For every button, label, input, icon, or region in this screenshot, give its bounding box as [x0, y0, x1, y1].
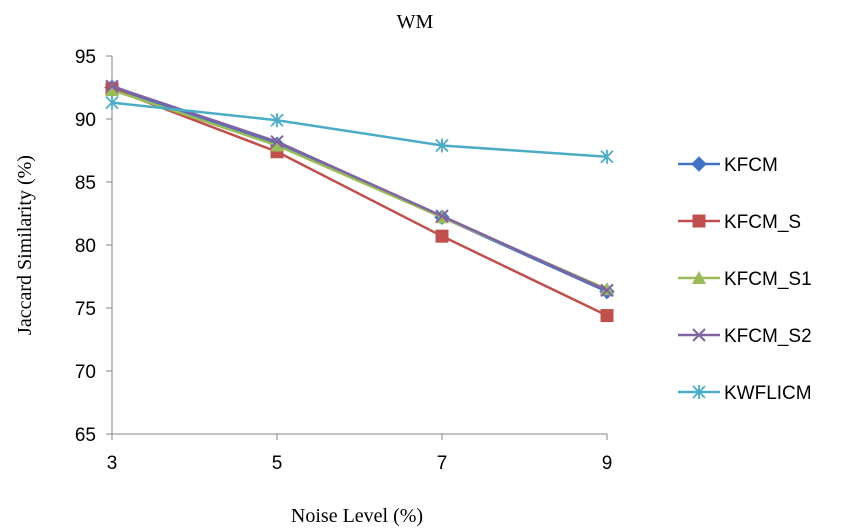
legend: KFCM KFCM_S KFCM_S1 KFCM_S2 KWFLICM [678, 155, 812, 404]
data-point [270, 138, 284, 152]
y-tick-label: 65 [75, 425, 96, 446]
legend-item: KFCM_S1 [678, 269, 812, 290]
legend-marker [692, 328, 706, 342]
series-line [111, 101, 608, 159]
data-point [270, 113, 284, 128]
x-axis-label: Noise Level (%) [291, 505, 423, 527]
data-point [105, 95, 119, 110]
y-tick-label: 85 [75, 173, 96, 194]
legend-label: KWFLICM [724, 383, 812, 404]
data-point [600, 149, 614, 164]
data-point [600, 309, 614, 323]
data-point [435, 229, 449, 243]
legend-label: KFCM_S1 [724, 269, 812, 290]
series-kfcm-s [105, 82, 614, 323]
data-point [600, 282, 614, 296]
series-kwflicm [105, 95, 614, 164]
legend-label: KFCM_S [724, 212, 801, 233]
y-tick-label: 95 [75, 47, 96, 68]
data-point [270, 134, 284, 149]
legend-marker [692, 214, 706, 228]
x-tick-label: 3 [107, 453, 118, 474]
x-tick-label: 9 [602, 453, 613, 474]
series-line [111, 87, 608, 317]
y-tick-label: 70 [75, 362, 96, 383]
legend-label: KFCM [724, 155, 778, 176]
data-point [435, 138, 449, 153]
y-axis-ticks: 65 70 75 80 85 90 95 [75, 47, 112, 446]
x-tick-label: 5 [272, 453, 283, 474]
legend-item: KWFLICM [678, 383, 812, 404]
y-tick-label: 75 [75, 299, 96, 320]
series-kfcm-s2 [105, 79, 614, 298]
x-axis-ticks: 3 5 7 9 [107, 434, 613, 474]
data-point [600, 283, 614, 298]
legend-item: KFCM_S [678, 212, 801, 233]
plot-area: 65 70 75 80 85 90 95 3 5 7 9 [75, 47, 615, 474]
data-point [435, 209, 449, 223]
series-line [111, 85, 608, 292]
legend-marker [692, 271, 706, 284]
legend-item: KFCM [678, 155, 778, 176]
legend-marker [691, 156, 707, 172]
series-layer [104, 79, 615, 323]
x-tick-label: 7 [437, 453, 448, 474]
y-tick-label: 80 [75, 236, 96, 257]
y-tick-label: 90 [75, 110, 96, 131]
legend-item: KFCM_S2 [678, 326, 812, 347]
chart-title: WM [397, 11, 434, 33]
legend-label: KFCM_S2 [724, 326, 812, 347]
legend-marker [692, 385, 706, 399]
data-point [105, 83, 119, 97]
y-axis-label: Jaccard Similarity (%) [14, 155, 36, 335]
data-point [105, 79, 119, 93]
